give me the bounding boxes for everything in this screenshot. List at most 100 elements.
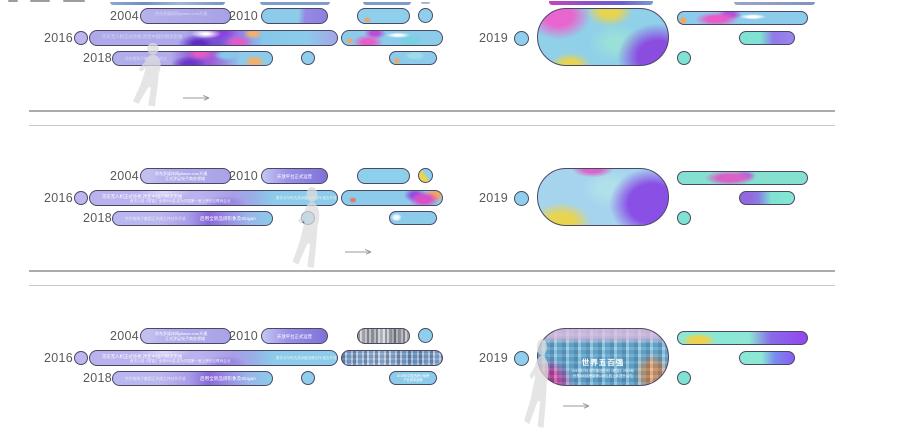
arrow-right-icon <box>183 94 210 101</box>
pill-text: 正式涉足电子商务领域 <box>165 336 205 341</box>
pill-text: 开放平台正式运营 <box>276 334 313 339</box>
decor-circle <box>677 371 691 385</box>
decor-pill <box>739 191 795 205</box>
decor-circle <box>514 351 529 366</box>
person-walking-silhouette <box>524 339 549 428</box>
arrow-right-icon <box>563 402 590 409</box>
year-label-2016: 2016 <box>44 31 74 45</box>
year-label-2018: 2018 <box>83 371 113 385</box>
pill-text: 正式涉足电子商务领域 <box>165 176 205 181</box>
person-walking-silhouette <box>292 187 320 268</box>
decor-circle <box>418 168 433 183</box>
milestone-pill-2004: 京东多媒体网jdlaser.com开通 <box>140 8 231 24</box>
milestone-pill-2010 <box>261 8 328 24</box>
year-label-2004: 2004 <box>110 9 140 23</box>
year-label-2019: 2019 <box>479 191 509 205</box>
decor-pill <box>739 351 795 365</box>
pill-text: 京东无人机正式亮相,改变中国的物流思维 <box>102 193 183 199</box>
pill-text: 携手沃尔玛达成深度战略合作,相互开放资源 <box>276 196 338 200</box>
pill-text: 2019年中国品牌价值榜 <box>396 373 430 378</box>
year-label-2019: 2019 <box>479 31 509 45</box>
decor-circle <box>514 191 529 206</box>
milestone-pill-2018: 京东物流子集团正式成立并对外开放 启用全新品牌形象及Slogan <box>112 211 273 226</box>
decor-circle <box>514 31 529 46</box>
year-label-2016: 2016 <box>44 191 74 205</box>
year-label-2004: 2004 <box>110 169 140 183</box>
pill-text: 京东物流子集团正式成立并对外开放 <box>125 217 186 221</box>
pill-text: 首次入选《财富》全球500强,成为中国第一家上榜的互联网企业 <box>130 359 231 364</box>
cropped-pill-strip <box>734 2 815 5</box>
section-divider-line <box>29 285 835 286</box>
decor-pill <box>357 8 410 24</box>
year-label-2010: 2010 <box>229 169 259 183</box>
decor-circle <box>418 8 433 23</box>
milestone-pill-2016: 京东无人机正式亮相,改变中国的物流思维 首次入选《财富》全球500强,成为中国第… <box>89 350 338 366</box>
year-label-2019: 2019 <box>479 351 509 365</box>
decor-circle <box>301 51 315 65</box>
milestone-pill-2004: 京东多媒体网jdlaser.com开通 正式涉足电子商务领域 <box>140 168 231 184</box>
pill-text: 京东物流子集团正式成立并对外开放 <box>125 377 186 381</box>
pill-text: 启用全新品牌形象及Slogan <box>200 376 256 382</box>
arrow-right-icon <box>345 248 372 255</box>
cropped-pill-strip <box>110 2 225 5</box>
cropped-mark <box>63 0 85 2</box>
milestone-pill-2010: 开放平台正式运营 <box>261 328 328 344</box>
photo-pill <box>341 350 443 366</box>
cropped-pill-strip <box>260 2 330 5</box>
pill-text: 京东无人机正式亮相,改变中国的物流思维 <box>102 33 183 39</box>
pill-text: 开放平台正式运营 <box>276 174 313 179</box>
pill-text: 世界500强榜单第139位,较上年提升42位 <box>572 374 634 378</box>
cropped-mark <box>8 0 18 2</box>
photo-pill <box>357 328 410 344</box>
decor-circle <box>74 191 88 205</box>
decor-pill <box>389 211 437 225</box>
decor-pill <box>341 30 443 46</box>
pill-text: 首次入选《财富》全球500强,成为中国第一家上榜的互联网企业 <box>130 199 231 204</box>
pill-text: 京东无人机正式亮相,改变中国的物流思维 <box>102 353 183 359</box>
pill-text: 京东多媒体网jdlaser.com开通 <box>155 170 208 176</box>
decor-circle <box>74 31 88 45</box>
milestone-pill-2004: 京东多媒体网jdlaser.com开通 正式涉足电子商务领域 <box>140 328 231 344</box>
pill-text: 京东物流子集团正式成立 <box>125 57 167 61</box>
pill-text: 2019年7月,京东集团位列《财富》2019年 <box>572 369 634 373</box>
year-label-2016: 2016 <box>44 351 74 365</box>
person-walking-silhouette <box>132 42 161 107</box>
milestone-pill-2016: 京东无人机正式亮相,改变中国的物流思维 <box>89 30 338 46</box>
pill-text: 京东多媒体网jdlaser.com开通 <box>155 10 208 16</box>
decor-pill <box>677 171 808 185</box>
cropped-pill-strip <box>549 1 653 5</box>
feature-pill-2019 <box>537 168 669 226</box>
feature-pill-2019: 世界五百强 2019年7月,京东集团位列《财富》2019年 世界500强榜单第1… <box>537 328 669 386</box>
year-label-2018: 2018 <box>83 51 113 65</box>
decor-circle <box>418 328 433 343</box>
decor-circle <box>677 51 691 65</box>
milestone-pill-2016: 京东无人机正式亮相,改变中国的物流思维 首次入选《财富》全球500强,成为中国第… <box>89 190 338 206</box>
year-label-2004: 2004 <box>110 329 140 343</box>
cropped-pill-strip <box>363 2 411 5</box>
cropped-pill-strip <box>421 2 430 4</box>
section-divider-line <box>29 110 835 112</box>
section-divider-line <box>29 125 835 126</box>
decor-pill <box>389 51 437 65</box>
cropped-mark <box>30 0 50 2</box>
year-label-2010: 2010 <box>229 329 259 343</box>
year-label-2010: 2010 <box>229 9 259 23</box>
decor-pill <box>677 331 808 345</box>
milestone-pill-2010: 开放平台正式运营 <box>261 168 328 184</box>
decor-circle <box>74 351 88 365</box>
decor-circle <box>677 211 691 225</box>
pill-text: 启用全新品牌形象及Slogan <box>200 216 256 222</box>
decor-circle <box>301 371 315 385</box>
fortune-500-title: 世界五百强 <box>581 358 625 367</box>
section-divider-line <box>29 270 835 272</box>
award-pill: 2019年中国品牌价值榜 产业领军品牌 <box>389 371 437 385</box>
decor-pill <box>739 31 795 45</box>
decor-pill <box>341 190 443 206</box>
year-label-2018: 2018 <box>83 211 113 225</box>
pill-text: 携手沃尔玛达成深度战略合作,相互开放资源 <box>276 356 338 360</box>
milestone-pill-2018: 京东物流子集团正式成立并对外开放 启用全新品牌形象及Slogan <box>112 371 273 386</box>
